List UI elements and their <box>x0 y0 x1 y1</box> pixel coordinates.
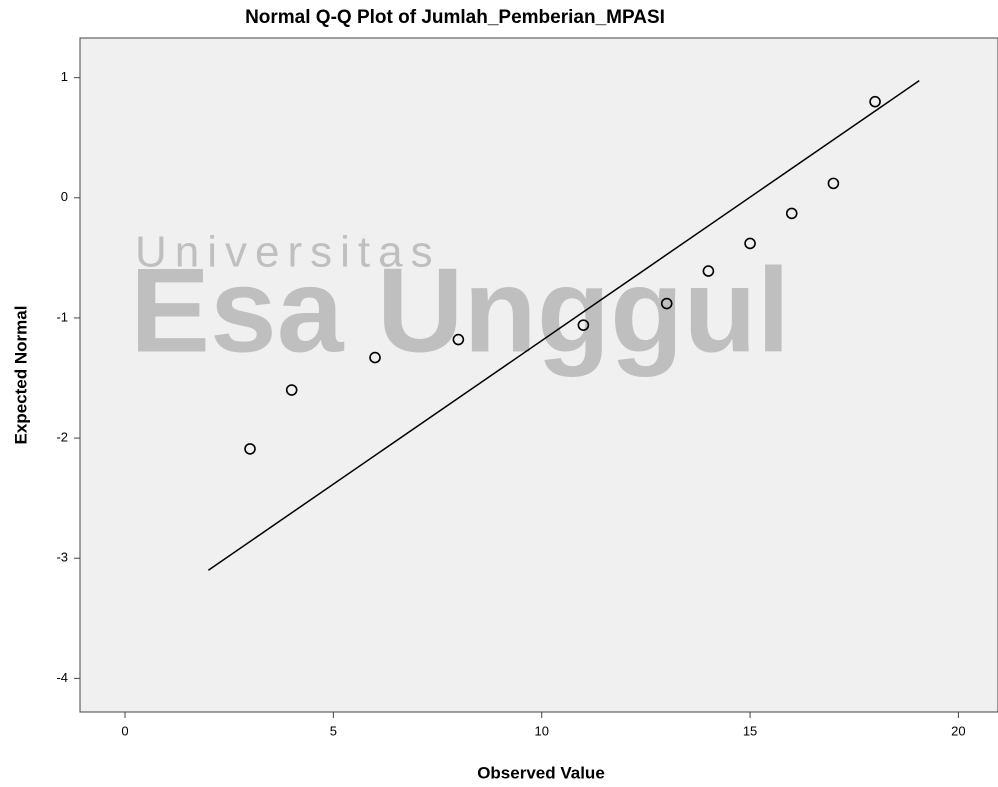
point <box>785 207 798 220</box>
point <box>452 333 465 346</box>
y-tick-label: -4 <box>56 670 68 685</box>
point <box>244 443 256 455</box>
point <box>744 237 756 250</box>
point <box>869 95 881 108</box>
x-tick-label: 10 <box>534 723 548 738</box>
watermark: Universitas <box>135 228 441 277</box>
watermark: Esa Unggul <box>130 244 790 378</box>
point <box>660 297 673 310</box>
point <box>702 265 715 277</box>
point <box>285 384 298 396</box>
x-tick-label: 5 <box>330 723 337 738</box>
point <box>827 177 840 190</box>
chart-title: Normal Q-Q Plot of Jumlah_Pemberian_MPAS… <box>245 7 665 28</box>
y-tick-label: 1 <box>61 69 68 84</box>
point <box>577 319 590 331</box>
x-tick-label: 0 <box>121 723 128 738</box>
reference-line <box>207 80 920 571</box>
point <box>369 351 381 364</box>
x-tick-label: 20 <box>951 723 965 738</box>
plot-area <box>79 37 998 713</box>
y-axis-title: Expected Normal <box>11 306 30 445</box>
x-tick-label: 15 <box>743 723 757 738</box>
y-tick-label: 0 <box>61 189 68 204</box>
y-tick-label: -3 <box>56 550 68 565</box>
y-tick-label: -1 <box>56 309 68 324</box>
y-tick-label: -2 <box>56 430 68 445</box>
x-axis-title: Observed Value <box>477 763 605 782</box>
